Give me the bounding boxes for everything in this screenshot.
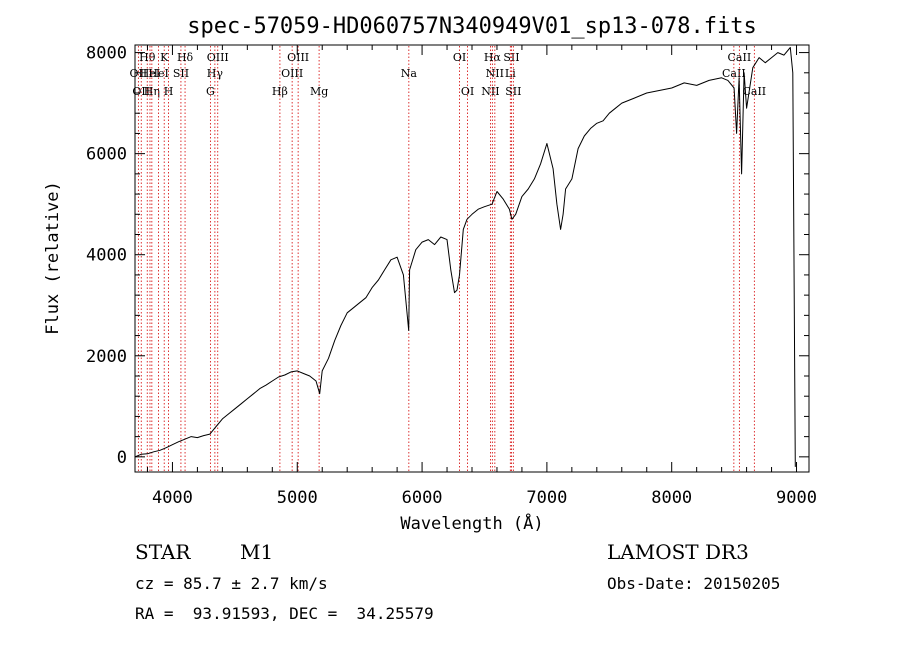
emission-lines: OIIOIIHθHeIHηHeIKHSIIHδGHγOIIIHβOIIIOIII… <box>130 46 766 471</box>
observation-date: Obs-Date: 20150205 <box>607 574 781 593</box>
redshift-value: cz = 85.7 ± 2.7 km/s <box>135 574 328 593</box>
line-label: SII <box>505 85 521 98</box>
line-label: CaII <box>728 51 752 64</box>
line-label: Hα <box>484 51 502 64</box>
x-tick-label: 4000 <box>152 488 193 508</box>
chart-title: spec-57059-HD060757N340949V01_sp13-078.f… <box>187 14 757 39</box>
line-label: OI <box>461 85 474 98</box>
line-label: OI <box>453 51 466 64</box>
coordinates: RA = 93.91593, DEC = 34.25579 <box>135 604 434 623</box>
line-label: Hγ <box>207 67 224 80</box>
spectrum-line <box>134 47 796 467</box>
x-tick-label: 7000 <box>526 488 567 508</box>
line-label: OIII <box>281 67 303 80</box>
line-label: H <box>164 85 174 98</box>
line-label: SII <box>503 51 519 64</box>
line-label: NII <box>486 67 504 80</box>
y-tick-label: 0 <box>117 448 127 468</box>
line-label: OII <box>130 67 148 80</box>
line-label: OIII <box>207 51 229 64</box>
line-label: Hδ <box>177 51 194 64</box>
y-axis-label: Flux (relative) <box>43 181 63 335</box>
x-axis-label: Wavelength (Å) <box>400 512 543 534</box>
x-tick-label: 5000 <box>277 488 318 508</box>
line-label: OII <box>132 85 150 98</box>
x-tick-label: 9000 <box>776 488 817 508</box>
line-label: Hη <box>144 85 160 98</box>
spectrum-series <box>134 47 796 467</box>
y-tick-label: 2000 <box>86 347 127 367</box>
y-tick-label: 4000 <box>86 246 127 266</box>
y-tick-label: 8000 <box>86 44 127 64</box>
line-label: HeI <box>140 67 160 80</box>
line-label: Mg <box>310 85 328 98</box>
object-class: STAR <box>135 540 191 564</box>
survey-name: LAMOST DR3 <box>607 540 749 564</box>
line-label: SII <box>173 67 189 80</box>
line-label: Li <box>505 67 516 80</box>
line-label: CaII <box>722 67 746 80</box>
line-label: G <box>206 85 215 98</box>
line-label: Na <box>401 67 418 80</box>
line-label: OIII <box>287 51 309 64</box>
x-axis: 4000 5000 6000 7000 8000 9000 <box>146 45 817 508</box>
line-label: Hβ <box>272 85 288 98</box>
y-axis: 0 2000 4000 6000 8000 <box>86 44 809 468</box>
line-label: NII <box>481 85 499 98</box>
line-label: K <box>160 51 169 64</box>
x-tick-label: 6000 <box>402 488 443 508</box>
x-tick-label: 8000 <box>651 488 692 508</box>
object-subclass: M1 <box>240 540 274 564</box>
y-tick-label: 6000 <box>86 145 127 165</box>
line-label: HeI <box>148 67 168 80</box>
